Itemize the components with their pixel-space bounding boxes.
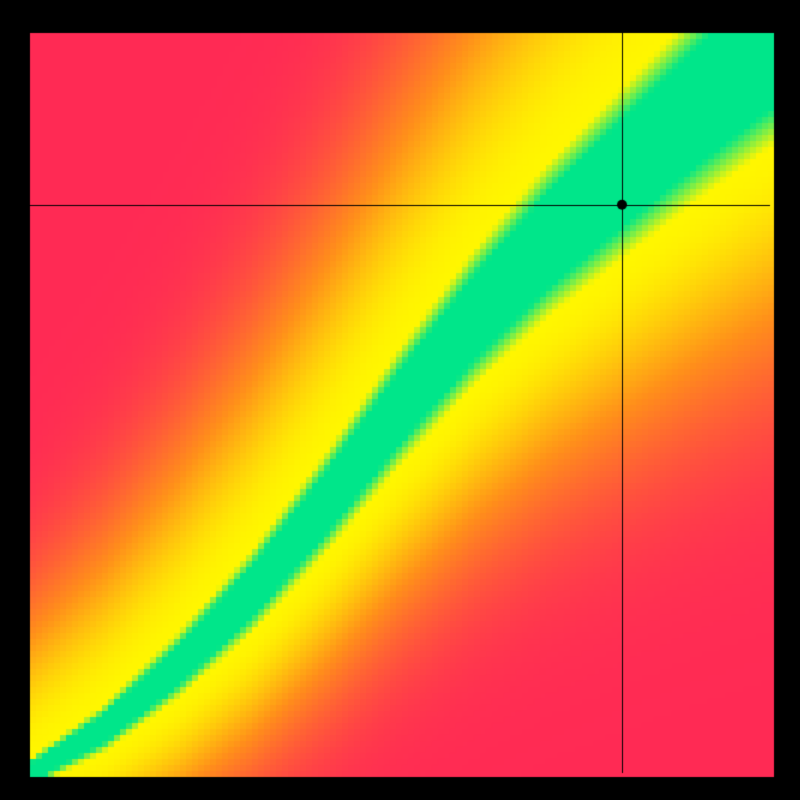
chart-container: TheBottleneck.com <box>0 0 800 800</box>
bottleneck-heatmap <box>0 0 800 800</box>
